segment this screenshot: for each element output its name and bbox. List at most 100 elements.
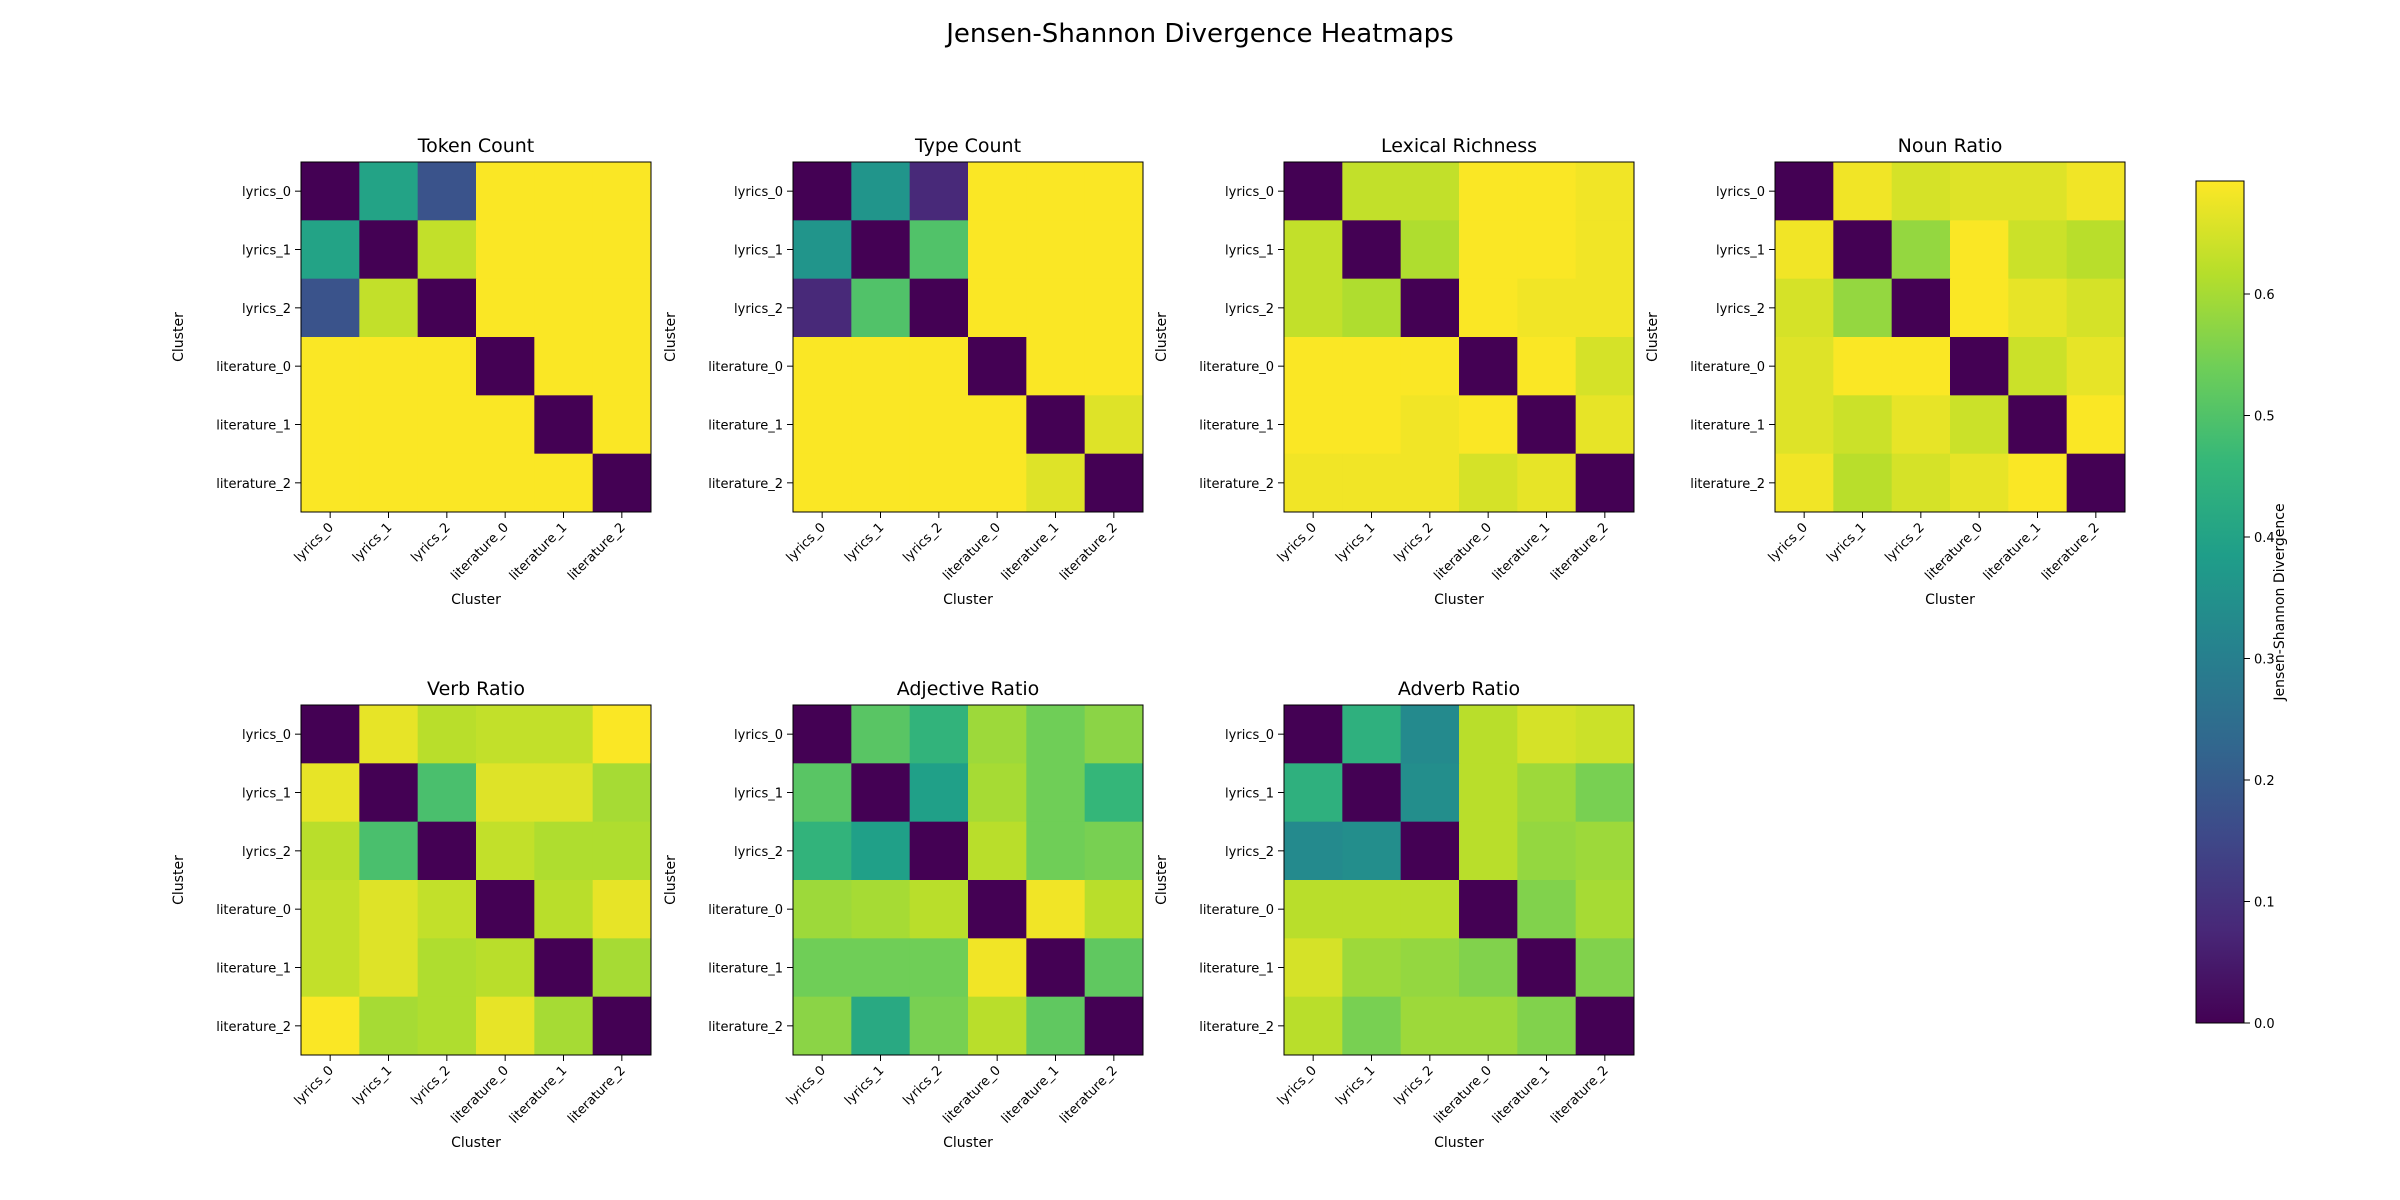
heatmap-cell: [1026, 337, 1086, 396]
heatmap-cell: [592, 395, 652, 455]
y-tick-label: literature_0: [708, 903, 783, 918]
heatmap-cell: [1575, 880, 1635, 939]
panel-title: Adverb Ratio: [1398, 678, 1520, 700]
panel-title: Token Count: [417, 135, 535, 157]
x-tick-label: lyrics_2: [900, 520, 945, 565]
heatmap-cell: [1775, 220, 1834, 280]
heatmap-cell: [1400, 162, 1460, 221]
heatmap-panel: Noun Ratiolyrics_0lyrics_1lyrics_2litera…: [1645, 135, 2126, 608]
x-tick-label: lyrics_0: [1766, 520, 1811, 565]
heatmap-cell: [2008, 162, 2068, 221]
heatmap-cell: [1084, 996, 1144, 1056]
heatmap-cell: [793, 337, 852, 396]
x-axis-label: Cluster: [451, 1135, 501, 1151]
x-tick-label: literature_2: [1548, 1063, 1611, 1126]
heatmap-cell: [592, 996, 652, 1056]
heatmap-cell: [417, 938, 477, 998]
heatmap-cell: [476, 395, 535, 455]
heatmap-cell: [1084, 938, 1144, 998]
heatmap-cell: [1084, 763, 1144, 823]
heatmap-cell: [1833, 220, 1893, 280]
heatmap-cell: [1026, 938, 1086, 998]
heatmap-cell: [534, 453, 594, 513]
heatmap-cell: [1575, 395, 1635, 455]
x-tick-label: lyrics_1: [1333, 1063, 1378, 1108]
y-tick-label: lyrics_2: [1716, 302, 1765, 317]
x-axis-label: Cluster: [943, 592, 993, 608]
y-tick-label: lyrics_2: [1225, 845, 1274, 860]
x-tick-label: literature_1: [1981, 520, 2044, 583]
heatmap-cell: [909, 162, 969, 221]
colorbar-tick-label: 0.1: [2254, 895, 2275, 910]
colorbar-tick-label: 0.2: [2254, 774, 2275, 789]
colorbar-tick-label: 0.3: [2254, 652, 2275, 667]
y-tick-label: literature_2: [216, 1020, 291, 1035]
heatmap-cell: [1284, 337, 1343, 396]
heatmap-cell: [1342, 453, 1402, 513]
heatmap-cell: [359, 278, 419, 338]
colorbar-gradient: [2195, 180, 2245, 1024]
y-tick-label: literature_1: [1199, 962, 1274, 977]
heatmap-cell: [359, 395, 419, 455]
y-tick-label: literature_0: [708, 360, 783, 375]
heatmap-cell: [1833, 162, 1893, 221]
heatmap-cell: [1400, 880, 1460, 939]
heatmap-cell: [1400, 337, 1460, 396]
heatmap-cell: [1950, 453, 2009, 513]
heatmap-cell: [1775, 395, 1834, 455]
y-tick-label: lyrics_1: [734, 787, 783, 802]
heatmap-cell: [1575, 996, 1635, 1056]
heatmap-cell: [1284, 705, 1343, 764]
heatmap-cell: [1575, 453, 1635, 513]
panel-frame: [300, 161, 652, 513]
heatmap-cell: [534, 880, 594, 939]
x-tick-label: literature_1: [1490, 520, 1553, 583]
y-tick-label: lyrics_2: [734, 302, 783, 317]
x-tick-label: lyrics_0: [1275, 520, 1320, 565]
heatmap-cell: [1575, 705, 1635, 764]
heatmap-cell: [359, 763, 419, 823]
panel-frame: [792, 704, 1144, 1056]
x-tick-label: literature_0: [1431, 1063, 1494, 1126]
x-tick-label: literature_0: [940, 520, 1003, 583]
heatmap-cell: [417, 337, 477, 396]
heatmap-cell: [851, 453, 911, 513]
heatmap-cell: [534, 278, 594, 338]
heatmap-cell: [851, 162, 911, 221]
x-tick-label: literature_0: [940, 1063, 1003, 1126]
heatmap-cell: [793, 880, 852, 939]
y-tick-label: lyrics_1: [1225, 787, 1274, 802]
heatmap-cell: [1517, 337, 1577, 396]
heatmap-cell: [534, 763, 594, 823]
heatmap-cell: [1833, 278, 1893, 338]
heatmap-cell: [1575, 938, 1635, 998]
heatmap-cell: [476, 996, 535, 1056]
heatmap-cell: [592, 763, 652, 823]
heatmap-cell: [1284, 938, 1343, 998]
heatmap-cell: [1950, 337, 2009, 396]
x-tick-label: literature_2: [1057, 1063, 1120, 1126]
heatmap-cell: [1084, 395, 1144, 455]
heatmap-cell: [793, 705, 852, 764]
heatmap-cell: [2008, 395, 2068, 455]
colorbar-ticks: 0.0 0.1 0.2 0.3 0.4 0.5 0.6: [2244, 288, 2275, 1032]
heatmap-cell: [1342, 162, 1402, 221]
panel-title: Type Count: [914, 135, 1021, 157]
heatmap-cell: [1084, 278, 1144, 338]
heatmap-cell: [1284, 996, 1343, 1056]
y-axis-label: Cluster: [171, 312, 187, 362]
y-tick-label: literature_1: [1690, 419, 1765, 434]
heatmap-cell: [851, 278, 911, 338]
x-tick-label: literature_2: [1548, 520, 1611, 583]
heatmap-cell: [301, 337, 360, 396]
x-tick-label: lyrics_1: [350, 1063, 395, 1108]
heatmap-cell: [534, 220, 594, 280]
heatmap-cell: [1026, 880, 1086, 939]
x-tick-label: lyrics_1: [842, 1063, 887, 1108]
heatmap-cell: [793, 278, 852, 338]
heatmap-cell: [592, 705, 652, 764]
heatmap-cell: [2008, 337, 2068, 396]
heatmap-cell: [1517, 880, 1577, 939]
heatmap-cell: [417, 220, 477, 280]
